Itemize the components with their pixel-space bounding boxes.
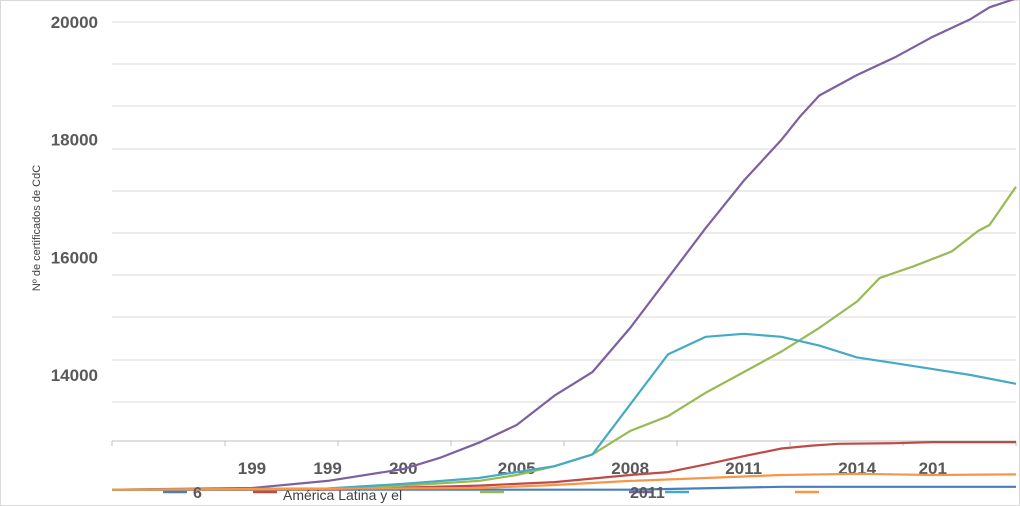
legend-label: 6 <box>193 485 202 502</box>
x-tick-label: 2011 <box>725 459 762 478</box>
y-tick-label: 20000 <box>51 13 98 32</box>
y-axis-label: Nº de certificados de CdC <box>31 165 43 291</box>
gridlines <box>112 21 1016 403</box>
x-tick-label: 199 <box>238 459 266 478</box>
y-tick-label: 16000 <box>51 248 98 267</box>
x-tick-label: 199 <box>313 459 341 478</box>
series-lines <box>111 0 1017 491</box>
y-tick-label: 14000 <box>51 366 98 385</box>
series-line-4 <box>111 0 1015 491</box>
x-tick-label: 2014 <box>838 459 876 478</box>
series-line-1 <box>112 485 1016 491</box>
y-tick-label: 18000 <box>51 131 98 150</box>
x-tick-label: 201 <box>919 459 947 478</box>
series-line-2 <box>112 441 1016 491</box>
series-line-6 <box>111 472 1017 491</box>
series-line-5 <box>111 332 1017 491</box>
legend: 6 América Latina y el 2011 <box>163 485 819 503</box>
series-line-3 <box>111 186 1017 491</box>
legend-label: América Latina y el <box>283 487 402 503</box>
legend-label: 2011 <box>630 485 665 502</box>
